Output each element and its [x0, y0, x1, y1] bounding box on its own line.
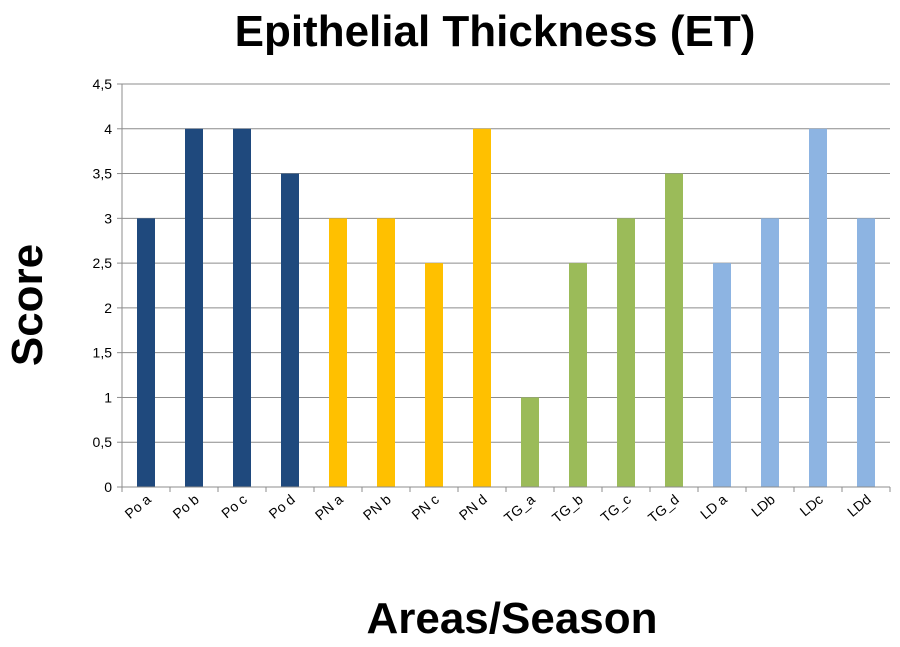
chart-title: Epithelial Thickness (ET) [235, 7, 756, 56]
y-tick-label: 3 [104, 210, 112, 226]
x-tick-label: TG_d [645, 491, 682, 526]
bars [137, 128, 875, 488]
bar [473, 128, 491, 487]
bar [425, 263, 443, 487]
x-tick-label: Po b [170, 491, 203, 522]
y-tick-labels: 0 0,5 1 1,5 2 2,5 3 3,5 4 4,5 [93, 76, 122, 495]
y-tick-label: 4 [104, 121, 112, 137]
bar [185, 128, 203, 487]
bar [713, 263, 731, 487]
bar [377, 218, 395, 488]
x-tick-label: PN a [312, 491, 346, 523]
bar [857, 218, 875, 488]
x-tick-label: Po d [266, 491, 298, 522]
x-tick-label: TG_a [501, 491, 538, 526]
bar [617, 218, 635, 488]
x-tick-label: TG_b [549, 491, 586, 526]
x-tick-label: PN c [408, 491, 442, 523]
x-tick-label: LDd [844, 491, 874, 520]
y-tick-label: 4,5 [93, 76, 113, 92]
y-tick-label: 2 [104, 300, 112, 316]
y-tick-label: 1,5 [93, 345, 113, 361]
y-tick-label: 2,5 [93, 255, 113, 271]
bar [521, 397, 539, 487]
x-tick-label: Po c [218, 491, 250, 521]
x-tick-label: LDb [748, 491, 778, 520]
x-tick-labels: Po a Po b Po c Po d PN a PN b PN c PN d TG_a TG_b… [121, 487, 891, 526]
y-axis-title: Score [3, 244, 52, 366]
bar [665, 173, 683, 488]
bar [809, 128, 827, 487]
y-tick-label: 1 [104, 389, 112, 405]
bar [233, 128, 251, 487]
x-tick-label: PN d [456, 491, 490, 523]
x-tick-label: LD a [697, 491, 730, 522]
bar [761, 218, 779, 488]
x-tick-label: PN b [360, 491, 394, 523]
x-tick-label: LDc [797, 491, 826, 519]
bar [281, 173, 299, 488]
y-tick-label: 3,5 [93, 166, 113, 182]
y-tick-label: 0 [104, 479, 112, 495]
x-tick-label: TG_c [597, 491, 634, 525]
bar [329, 218, 347, 488]
bar [137, 218, 155, 488]
x-axis-title: Areas/Season [366, 594, 657, 643]
y-tick-label: 0,5 [93, 434, 113, 450]
bar [569, 263, 587, 487]
x-tick-label: Po a [122, 491, 155, 522]
